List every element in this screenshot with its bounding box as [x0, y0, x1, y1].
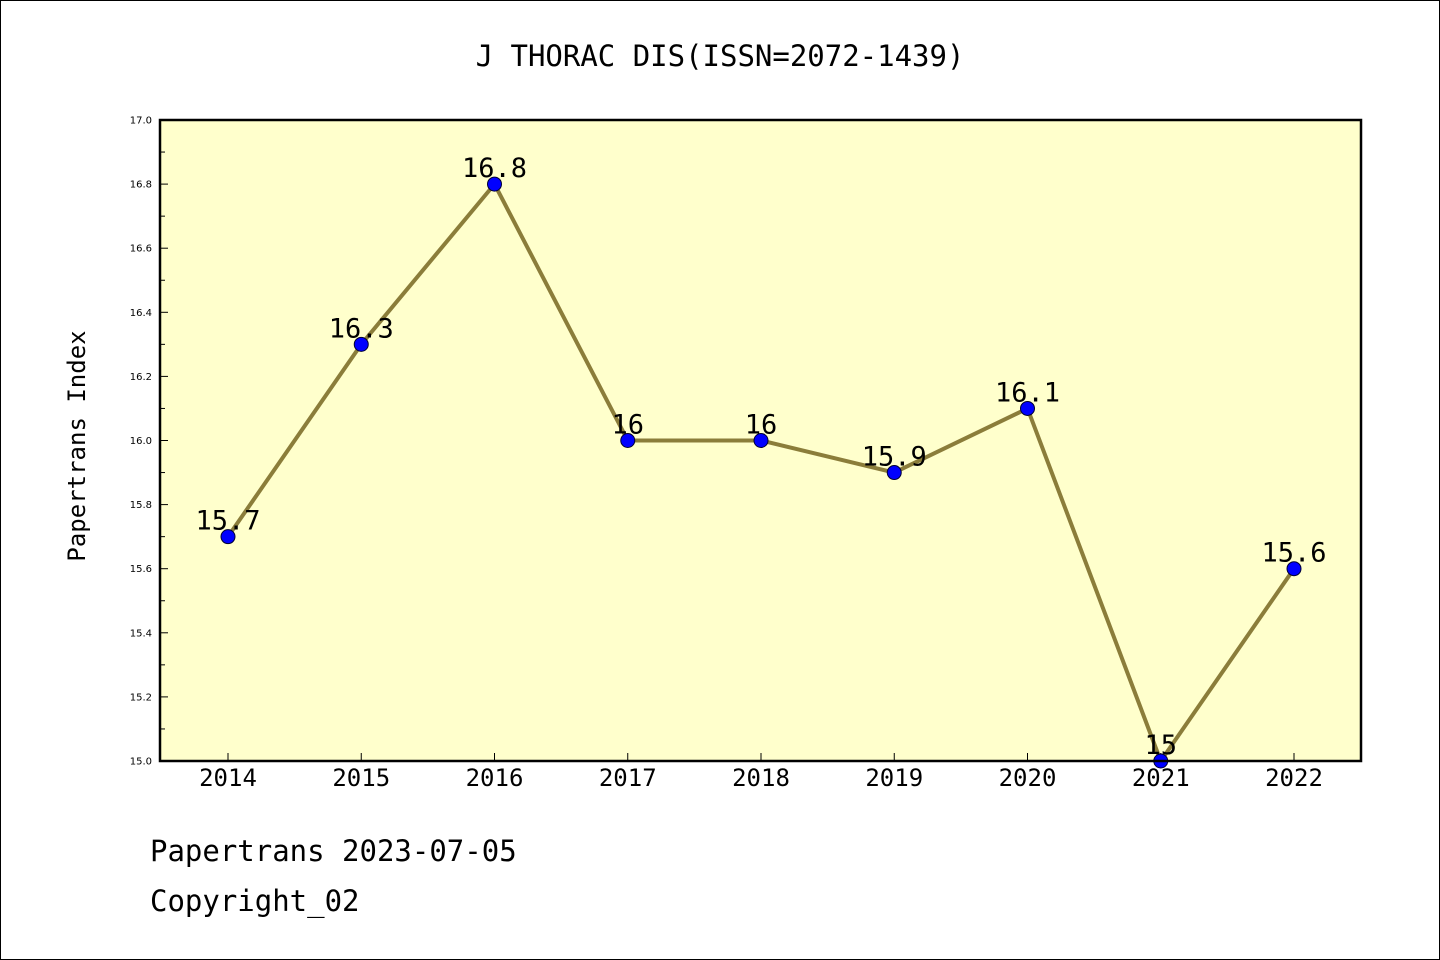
data-label: 16: [745, 410, 778, 441]
y-tick-label: 16.8: [130, 180, 152, 191]
x-tick-label: 2018: [732, 764, 790, 792]
data-point: [753, 433, 769, 448]
y-tick-label: 16.6: [130, 244, 152, 255]
x-axis: 2014 2015 2016 2017 2018 2019 2020 2021 2022: [199, 753, 1323, 792]
data-point: [886, 465, 902, 481]
y-axis-label: Papertrans Index: [63, 330, 91, 561]
y-tick-label: 15.8: [130, 500, 152, 511]
y-tick-label: 15.2: [130, 692, 152, 703]
data-point: [353, 336, 369, 352]
data-point: [1020, 400, 1035, 416]
plot-frame: [158, 118, 1363, 763]
data-label: 16.3: [329, 313, 394, 344]
data-label: 16: [611, 410, 644, 441]
data-point: [487, 176, 502, 192]
y-tick-label: 16.0: [130, 436, 152, 447]
data-label: 15.9: [862, 442, 927, 473]
y-tick-label: 15.0: [130, 757, 152, 768]
data-label: 15.6: [1261, 538, 1326, 569]
data-point: [620, 433, 636, 448]
y-tick-label: 15.6: [130, 564, 152, 575]
x-tick-label: 2019: [865, 764, 923, 792]
footer-date-line: Papertrans 2023-07-05: [150, 834, 517, 868]
footer-copyright: Copyright_02: [150, 884, 360, 918]
x-tick-label: 2020: [999, 764, 1057, 792]
x-tick-label: 2017: [599, 764, 657, 792]
x-tick-label: 2015: [332, 764, 390, 792]
y-tick-label: 16.4: [130, 308, 152, 319]
data-label: 15: [1144, 730, 1177, 761]
data-label: 16.8: [462, 153, 527, 184]
x-tick-label: 2021: [1132, 764, 1190, 792]
data-label: 16.1: [995, 377, 1060, 408]
data-label: 15.7: [195, 506, 260, 537]
y-tick-label: 17.0: [130, 116, 152, 127]
x-tick-label: 2022: [1265, 764, 1323, 792]
data-point: [220, 529, 236, 545]
series-layer: 15.7 16.3 16.8 16 16 15.9 16.1 15 15.6: [195, 153, 1327, 769]
x-tick-label: 2014: [199, 764, 257, 792]
x-tick-label: 2016: [466, 764, 524, 792]
y-tick-label: 15.4: [130, 628, 152, 639]
data-point: [1286, 561, 1302, 577]
chart-title: J THORAC DIS(ISSN=2072-1439): [476, 39, 965, 73]
y-tick-label: 16.2: [130, 372, 152, 383]
